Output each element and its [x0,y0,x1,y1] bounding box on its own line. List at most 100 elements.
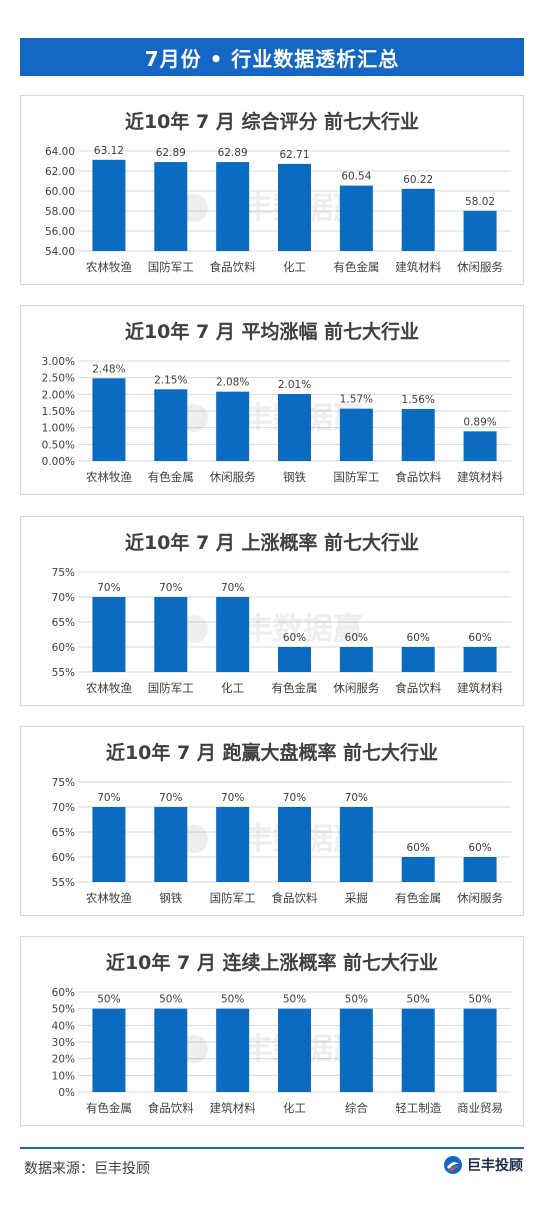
x-tick-label: 国防军工 [148,681,194,695]
y-tick-label: 20% [52,1054,75,1066]
watermark: 巨丰数据赢 [180,1032,363,1067]
y-tick-label: 54.00 [45,246,75,258]
bar [92,378,126,461]
x-tick-label: 化工 [221,681,244,695]
bar [463,431,497,461]
x-tick-label: 休闲服务 [333,681,379,695]
bar [154,389,188,461]
x-tick-label: 休闲服务 [457,891,503,905]
data-label: 70% [221,792,244,804]
bar [401,647,435,672]
watermark: 巨丰数据赢 [180,401,363,436]
x-tick-label: 化工 [283,260,306,274]
chart-title: 近10年 7 月 综合评分 前七大行业 [125,110,419,133]
bar [154,807,188,882]
data-label: 58.02 [465,196,495,208]
y-tick-label: 60.00 [45,186,75,198]
bar [278,163,311,251]
bar [216,391,250,461]
x-tick-label: 有色金属 [148,470,194,484]
y-tick-label: 65% [52,617,75,629]
footer-divider [20,1147,524,1149]
data-label: 2.01% [278,379,311,391]
brand-logo: 巨丰投顾 [443,1155,523,1175]
chart-title: 近10年 7 月 平均涨幅 前七大行业 [125,320,419,343]
data-label: 63.12 [94,145,124,157]
data-label: 70% [159,792,182,804]
y-tick-label: 30% [52,1037,75,1049]
chart-title: 近10年 7 月 上涨概率 前七大行业 [125,531,419,554]
bar [278,647,311,672]
x-tick-label: 商业贸易 [457,1101,503,1115]
bar [92,159,126,251]
x-tick-label: 钢铁 [159,891,182,905]
bar [339,408,373,461]
x-tick-label: 农林牧渔 [86,260,132,274]
data-label: 62.71 [279,149,309,161]
bar [401,857,435,882]
data-label: 60% [283,632,306,644]
bar [339,647,373,672]
data-label: 2.48% [92,363,125,375]
bar [92,807,126,882]
data-label: 70% [159,582,182,594]
data-label: 2.15% [154,374,187,386]
data-label: 60.22 [403,174,433,186]
x-tick-label: 食品饮料 [395,470,441,484]
chart-panel-outperform-probability: 近10年 7 月 跑赢大盘概率 前七大行业 55% 60% 65% 70% 75% 巨丰数据… [20,726,524,916]
y-tick-label: 0.50% [42,439,75,451]
chart-composite-score: 近10年 7 月 综合评分 前七大行业 54.00 56.00 58.00 60.00 6… [45,110,511,274]
data-label: 50% [283,994,306,1006]
bar [278,807,311,882]
chart-panel-rise-probability: 近10年 7 月 上涨概率 前七大行业 55% 60% 65% 70% 75% 巨丰数据赢 7… [20,516,524,706]
bar [401,188,435,251]
chart-average-gain: 近10年 7 月 平均涨幅 前七大行业 0.00% 0.50% 1.00% 1.50% 2… [42,320,511,484]
bar [216,807,250,882]
y-tick-label: 55% [52,667,75,679]
x-tick-label: 国防军工 [210,891,256,905]
data-label: 50% [159,994,182,1006]
x-tick-label: 国防军工 [333,470,379,484]
x-tick-label: 休闲服务 [210,470,256,484]
y-tick-label: 60% [52,987,75,999]
x-tick-label: 农林牧渔 [86,681,132,695]
data-label: 50% [221,994,244,1006]
y-tick-label: 2.50% [42,373,75,385]
y-tick-label: 60% [52,852,75,864]
y-tick-label: 56.00 [45,226,75,238]
data-label: 70% [221,582,244,594]
data-label: 60% [345,632,368,644]
x-tick-label: 农林牧渔 [86,891,132,905]
x-tick-label: 休闲服务 [457,260,503,274]
y-tick-label: 2.00% [42,389,75,401]
chart-panel-average-gain: 近10年 7 月 平均涨幅 前七大行业 0.00% 0.50% 1.00% 1.50% 2… [20,305,524,495]
bar [154,162,188,251]
data-label: 50% [407,994,430,1006]
data-label: 50% [97,994,120,1006]
bar [401,409,435,461]
y-tick-label: 55% [52,877,75,889]
chart-rise-probability: 近10年 7 月 上涨概率 前七大行业 55% 60% 65% 70% 75% 巨丰数据赢 7… [52,531,511,695]
y-tick-label: 58.00 [45,206,75,218]
bar [92,597,126,672]
chart-title: 近10年 7 月 连续上涨概率 前七大行业 [106,951,438,974]
y-tick-label: 62.00 [45,166,75,178]
x-tick-label: 农林牧渔 [86,470,132,484]
bar [463,1008,497,1092]
bar [463,647,497,672]
bar [216,1008,250,1092]
x-tick-label: 钢铁 [283,470,306,484]
data-label: 60.54 [341,171,371,183]
bar [401,1008,435,1092]
watermark: 巨丰数据赢 [180,191,363,226]
data-label: 70% [283,792,306,804]
y-tick-label: 1.50% [42,406,75,418]
data-source-note: 数据来源：巨丰投顾 [24,1161,150,1177]
data-label: 70% [97,582,120,594]
watermark: 巨丰数据赢 [180,612,363,647]
bar [92,1008,126,1092]
x-tick-label: 食品饮料 [148,1101,194,1115]
bar [154,597,188,672]
y-tick-label: 70% [52,802,75,814]
y-tick-label: 0% [58,1087,75,1099]
